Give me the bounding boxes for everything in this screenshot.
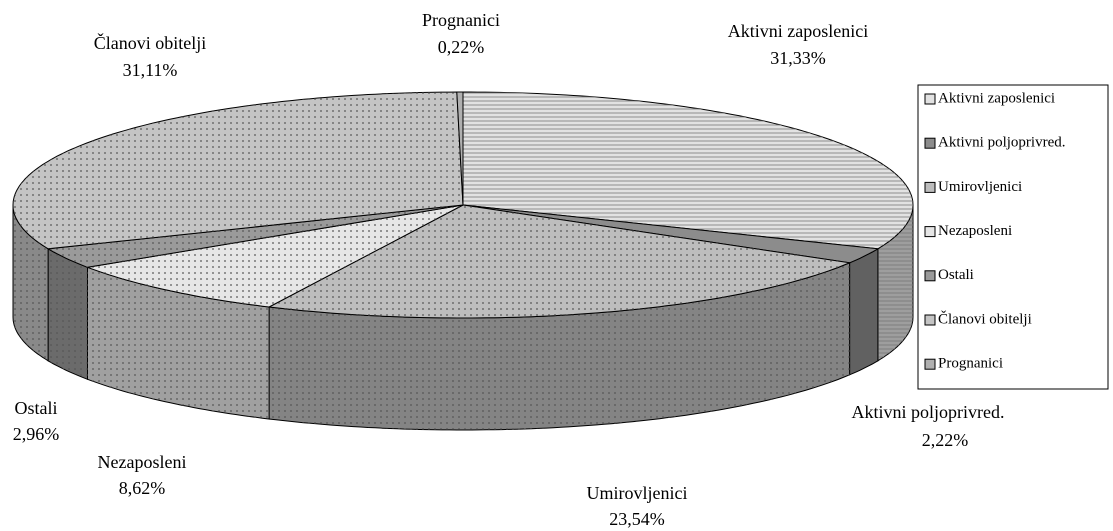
legend-label: Prognanici [938,356,1003,372]
legend-label: Nezaposleni [938,223,1012,239]
pie-slice-pattern [87,205,463,307]
slice-value-label: 0,22% [438,37,485,57]
pie-slice [456,91,464,206]
legend-label: Članovi obitelji [938,310,1032,327]
slice-label: Umirovljenici [587,483,688,503]
slice-value-label: 23,54% [609,509,665,529]
pie-slice-pattern [48,205,463,268]
slice-label: Ostali [15,398,58,418]
slice-value-label: 2,96% [13,424,60,444]
legend-label: Aktivni poljoprivred. [938,135,1066,151]
pie-side-pattern [48,248,88,380]
legend-swatch [924,93,936,105]
legend-swatch [924,314,936,326]
slice-value-label: 2,22% [922,430,969,450]
pie-side-pattern [87,267,270,419]
pie-slice-pattern [13,92,463,249]
slice-label: Članovi obitelji [94,32,207,53]
slice-label: Prognanici [422,10,500,30]
legend-label: Aktivni zaposlenici [938,90,1055,106]
legend-swatch [924,137,936,149]
slice-value-label: 31,33% [770,48,826,68]
slice-value-label: 8,62% [119,478,166,498]
legend-swatch [924,270,936,282]
legend-swatch [924,181,936,193]
pie-side-pattern [13,205,49,361]
pie-slice [462,204,880,264]
legend-swatch [924,226,936,238]
pie-slice-pattern [269,205,850,318]
pie-side-pattern [269,262,850,430]
legend-box [917,84,1109,390]
legend-label: Umirovljenici [938,179,1022,195]
pie-side-pattern [877,205,913,361]
legend-label: Ostali [938,267,974,283]
slice-label: Aktivni poljoprivred. [852,402,1005,422]
pie-slice-pattern [463,92,913,249]
slice-label: Nezaposleni [98,452,187,472]
legend-swatch [924,358,936,370]
pie-side-shade [849,248,878,375]
slice-label: Aktivni zaposlenici [728,21,868,41]
slice-value-label: 31,11% [123,60,178,80]
